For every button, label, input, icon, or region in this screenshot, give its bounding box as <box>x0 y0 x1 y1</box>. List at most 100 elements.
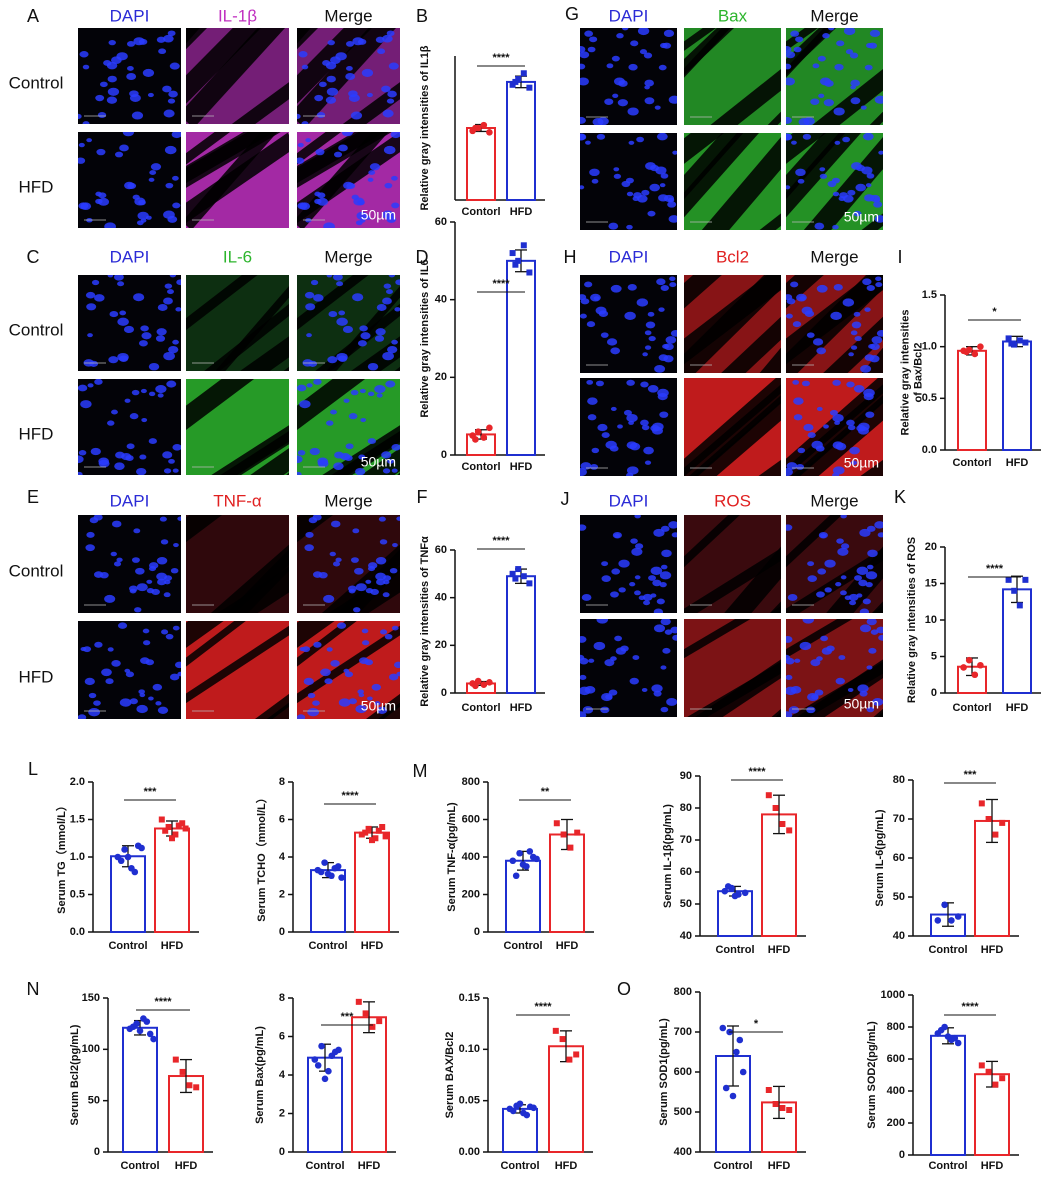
significance-label: *** <box>144 786 158 798</box>
nucleus <box>369 163 381 171</box>
data-point <box>158 816 165 823</box>
y-tick-label: 70 <box>893 813 905 825</box>
nucleus <box>123 325 134 334</box>
nucleus <box>835 677 845 685</box>
nucleus <box>378 516 386 522</box>
nucleus <box>660 525 670 532</box>
tissue-gap <box>684 378 781 476</box>
tissue-gap <box>186 275 276 345</box>
y-tick-label: 400 <box>462 851 480 863</box>
channel-label: DAPI <box>110 247 150 266</box>
nucleus <box>611 568 621 575</box>
nucleus <box>159 516 167 522</box>
x-tick-label: Control <box>713 1160 752 1172</box>
nucleus <box>381 451 392 459</box>
nucleus <box>786 63 792 70</box>
nucleus <box>117 281 125 287</box>
nucleus <box>341 132 354 137</box>
tissue-gap <box>308 416 400 475</box>
y-tick-label: 40 <box>680 930 692 942</box>
nucleus <box>108 356 119 364</box>
significance-label: *** <box>341 1011 355 1023</box>
micrograph <box>78 275 181 371</box>
data-point <box>338 874 345 881</box>
nucleus <box>155 701 162 706</box>
nucleus <box>164 575 173 581</box>
nucleus <box>345 443 354 450</box>
nucleus <box>842 298 855 307</box>
nucleus <box>626 413 638 423</box>
nucleus <box>86 303 97 311</box>
nucleus <box>665 336 677 344</box>
nucleus <box>330 659 340 667</box>
micrograph <box>186 132 289 228</box>
nucleus <box>600 332 609 338</box>
nucleus <box>613 173 622 179</box>
nucleus <box>855 183 866 192</box>
nucleus <box>634 575 641 580</box>
micrograph <box>297 28 400 124</box>
y-tick-label: 4 <box>279 851 286 863</box>
nucleus <box>862 133 874 141</box>
nucleus <box>635 543 644 550</box>
data-point <box>729 1092 737 1100</box>
nucleus <box>662 647 671 654</box>
data-point <box>331 864 339 872</box>
nucleus <box>792 321 802 328</box>
nucleus <box>320 668 331 677</box>
nucleus <box>335 557 342 563</box>
nucleus <box>869 29 881 38</box>
nucleus <box>355 220 363 226</box>
data-point <box>560 831 567 838</box>
nucleus <box>107 420 115 426</box>
nucleus <box>86 531 95 538</box>
nucleus <box>150 163 162 171</box>
y-tick-label: 0 <box>94 1146 100 1158</box>
data-point <box>172 1056 179 1063</box>
bar <box>122 1026 158 1153</box>
nucleus <box>644 79 654 87</box>
nucleus <box>177 516 181 521</box>
nucleus <box>660 619 671 626</box>
nucleus <box>361 68 374 77</box>
nucleus <box>604 659 615 667</box>
nucleus <box>799 641 812 651</box>
nucleus <box>587 46 596 53</box>
nucleus <box>818 93 825 99</box>
nucleus <box>382 297 392 305</box>
tissue-gap <box>194 294 289 371</box>
x-tick-label: Contorl <box>461 461 500 473</box>
nucleus <box>114 462 125 470</box>
x-tick-label: Control <box>120 1160 159 1172</box>
nucleus <box>78 157 86 164</box>
nucleus <box>113 275 124 281</box>
nucleus <box>343 398 350 403</box>
nucleus <box>807 575 817 582</box>
bar <box>354 831 390 933</box>
significance-label: **** <box>492 535 510 547</box>
nucleus <box>333 151 343 158</box>
nucleus <box>336 281 344 287</box>
nucleus <box>786 51 796 59</box>
nucleus <box>806 706 816 714</box>
channel-label: ROS <box>714 491 751 510</box>
nucleus <box>335 52 347 61</box>
nucleus <box>786 133 793 141</box>
bar <box>549 833 585 933</box>
nucleus <box>133 293 145 302</box>
nucleus <box>173 542 179 548</box>
data-point <box>509 570 516 577</box>
data-point <box>772 1101 779 1107</box>
y-tick-label: 10 <box>925 614 937 626</box>
nucleus <box>865 571 878 580</box>
nucleus <box>642 352 648 357</box>
nucleus <box>663 29 675 38</box>
nucleus <box>854 575 863 581</box>
nucleus <box>167 30 176 37</box>
nucleus <box>627 284 637 291</box>
panel-letter: L <box>28 759 38 779</box>
nucleus <box>345 72 356 80</box>
nucleus <box>357 340 367 347</box>
nucleus <box>148 438 157 445</box>
nucleus <box>866 619 877 626</box>
